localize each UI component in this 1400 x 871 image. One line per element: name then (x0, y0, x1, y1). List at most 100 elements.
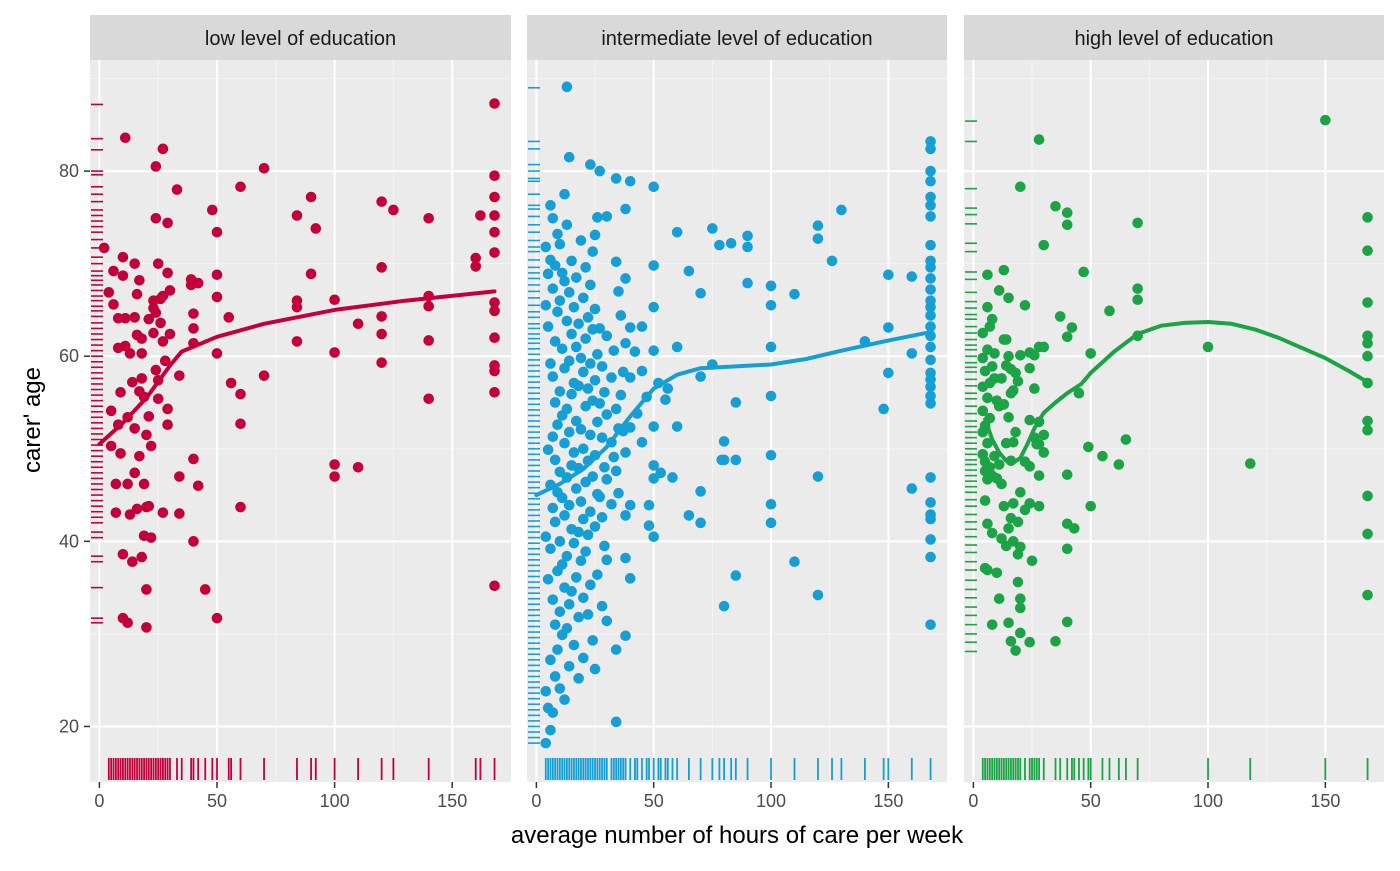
data-point (998, 399, 1010, 410)
data-point (925, 619, 936, 630)
data-point (982, 518, 993, 530)
data-point (545, 543, 556, 555)
data-point (836, 204, 847, 216)
data-point (554, 683, 566, 694)
data-point (162, 217, 173, 229)
data-point (596, 361, 608, 372)
data-point (925, 390, 936, 402)
data-point (561, 623, 573, 634)
data-point (596, 600, 608, 612)
data-point (542, 268, 554, 280)
data-point (376, 262, 387, 273)
data-point (211, 612, 223, 624)
data-point (629, 346, 641, 357)
data-point (211, 348, 223, 359)
data-point (601, 554, 613, 566)
data-point (585, 358, 596, 369)
data-point (566, 255, 577, 267)
data-point (559, 510, 570, 521)
data-point (883, 269, 894, 281)
data-point (925, 211, 936, 222)
data-point (671, 341, 683, 353)
data-point (1104, 305, 1115, 317)
data-point (143, 411, 155, 422)
x-tick-label: 50 (1081, 791, 1101, 811)
data-point (489, 226, 500, 238)
data-point (601, 330, 613, 342)
data-point (470, 252, 482, 264)
data-point (610, 403, 622, 415)
points-layer (977, 114, 1373, 656)
data-point (624, 322, 636, 333)
data-point (211, 226, 223, 238)
data-point (925, 398, 936, 409)
data-point (549, 454, 561, 466)
x-tick-label: 100 (756, 791, 786, 811)
data-point (1003, 292, 1014, 304)
data-point (547, 502, 559, 514)
data-point (599, 540, 610, 552)
facet-strip (527, 15, 947, 60)
data-point (174, 370, 185, 381)
data-point (589, 663, 601, 675)
data-point (148, 327, 159, 339)
data-point (1033, 438, 1045, 450)
data-point (1078, 266, 1089, 278)
x-tick-label: 0 (531, 791, 541, 811)
data-point (1015, 486, 1026, 498)
data-point (578, 443, 589, 455)
data-point (648, 531, 660, 543)
data-point (725, 237, 737, 249)
data-point (554, 295, 566, 306)
data-point (589, 374, 601, 386)
data-point (554, 536, 566, 547)
data-point (765, 299, 777, 311)
data-point (563, 151, 575, 163)
data-point (1033, 470, 1045, 481)
data-point (589, 229, 601, 241)
data-point (998, 264, 1010, 276)
data-point (883, 322, 894, 333)
data-point (730, 454, 742, 466)
data-point (1019, 299, 1031, 311)
data-point (489, 98, 500, 109)
data-point (585, 279, 596, 291)
data-point (1012, 516, 1024, 528)
data-point (812, 233, 824, 244)
smooth-trend-line (983, 320, 1370, 465)
data-point (129, 312, 140, 323)
data-point (986, 619, 998, 630)
data-point (1038, 447, 1050, 458)
data-point (620, 447, 631, 458)
data-point (305, 268, 317, 280)
data-point (606, 499, 617, 510)
data-point (559, 694, 570, 705)
data-point (925, 200, 936, 211)
panel-background (90, 60, 511, 782)
data-point (157, 336, 169, 347)
data-point (1362, 337, 1373, 349)
data-point (134, 450, 145, 462)
y-tick-label: 80 (59, 161, 79, 181)
data-point (115, 387, 126, 398)
x-tick-label: 0 (968, 791, 978, 811)
data-point (925, 354, 936, 366)
data-point (1054, 311, 1066, 322)
data-point (601, 409, 613, 420)
data-point (489, 210, 500, 221)
data-point (636, 365, 648, 377)
data-point (552, 306, 563, 318)
data-point (1362, 245, 1373, 256)
data-point (925, 284, 936, 295)
data-point (1362, 350, 1373, 362)
data-point (540, 737, 552, 749)
data-point (138, 478, 150, 490)
data-point (580, 333, 591, 344)
data-point (671, 226, 683, 238)
data-point (1113, 459, 1125, 470)
x-tick-label: 0 (94, 791, 104, 811)
data-point (423, 300, 434, 312)
data-point (1362, 297, 1373, 308)
